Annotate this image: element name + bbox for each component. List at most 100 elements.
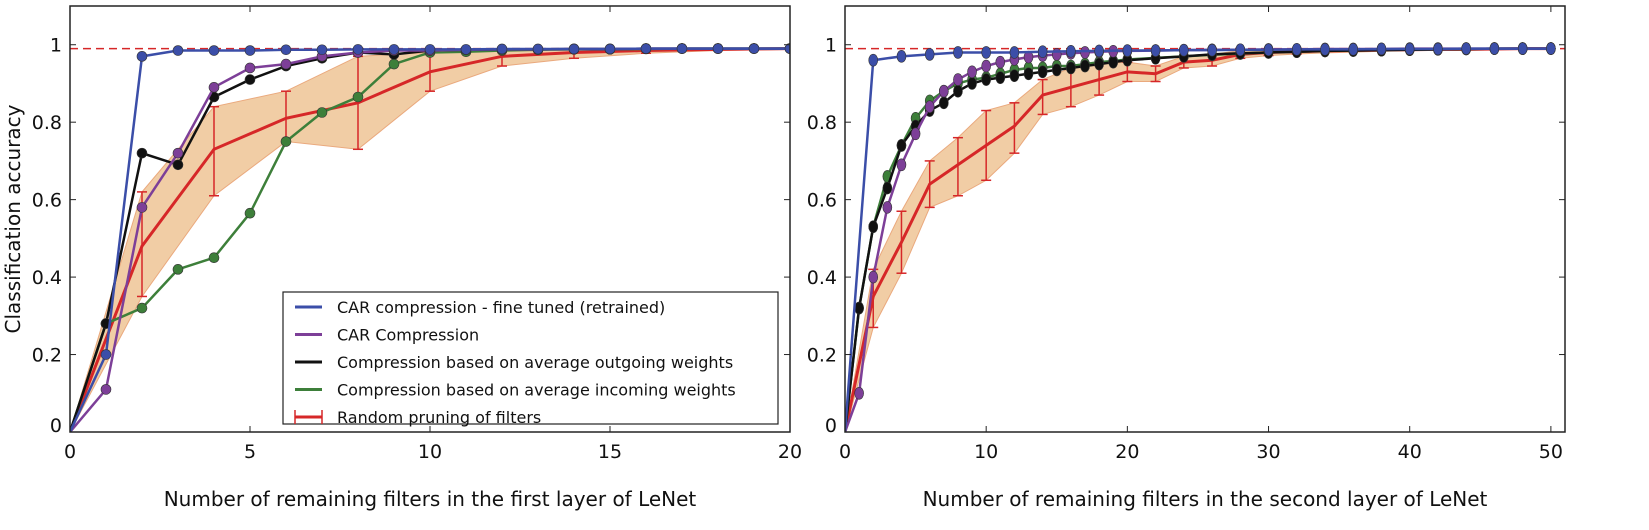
data-point-blue [981,46,991,59]
data-point-purple [939,84,949,98]
legend: CAR compression - fine tuned (retrained)… [282,291,779,427]
data-point-blue [532,43,544,55]
data-point-blue [953,46,963,59]
x-tick-label: 5 [244,441,256,463]
data-point-blue [316,44,328,56]
data-point-black [981,73,991,86]
data-point-purple [967,65,977,79]
data-point-blue [460,44,472,55]
y-tick-label: 0 [50,415,62,437]
x-tick-label: 50 [1539,441,1563,463]
data-point-green [244,207,256,219]
data-point-blue [244,45,256,56]
data-point-black [1066,61,1076,75]
data-point-black [1037,65,1048,79]
data-point-blue [676,43,688,54]
y-tick-label: 1 [50,35,62,57]
data-point-purple [854,386,864,400]
data-point-green [172,264,184,275]
data-point-purple [100,384,112,395]
data-point-blue [640,43,652,54]
data-point-blue [1376,42,1387,56]
data-point-blue [208,45,220,56]
data-point-green [316,107,328,118]
data-point-blue [1037,45,1048,58]
x-tick-label: 20 [778,441,802,463]
data-point-black [995,71,1006,84]
plot-area [845,42,1565,432]
data-point-black [136,147,148,159]
data-point-black [1023,67,1034,81]
data-point-purple [924,100,935,113]
data-point-blue [1546,42,1556,55]
data-point-blue [496,43,508,55]
data-point-blue [1433,42,1443,56]
data-point-purple [953,73,963,86]
data-point-blue [1207,43,1217,57]
data-point-blue [1094,44,1104,58]
data-point-black [868,220,879,234]
data-point-black [882,181,893,195]
y-tick-label: 0 [825,415,837,437]
data-point-purple [1051,48,1062,61]
y-tick-label: 0.2 [32,345,62,367]
x-tick-label: 15 [598,441,622,463]
data-point-black [939,96,949,110]
data-point-black [244,74,256,85]
data-point-green [388,58,400,70]
y-tick-label: 0.4 [807,267,837,289]
data-point-black [172,159,184,171]
y-tick-label: 1 [825,35,837,57]
x-tick-label: 10 [974,441,998,463]
x-tick-label: 0 [64,441,76,463]
random-std-band [70,48,790,432]
data-point-blue [748,43,760,54]
data-point-blue [1179,43,1189,57]
x-tick-label: 10 [418,441,442,463]
data-point-purple [172,147,184,159]
data-point-blue [1348,43,1359,56]
y-tick-label: 0.8 [32,112,62,134]
y-axis-label: Classification accuracy [1,104,25,333]
data-point-black [896,139,907,152]
legend-label: Compression based on average outgoing we… [337,353,733,372]
data-point-blue [100,349,112,360]
data-point-blue [1150,44,1161,57]
data-point-blue [784,43,790,54]
data-point-blue [1461,42,1471,55]
data-point-blue [1489,42,1500,55]
data-point-blue [172,45,184,56]
data-point-purple [882,201,893,214]
y-tick-label: 0.6 [807,190,837,212]
random-mean-line [845,47,1551,432]
series-line-green [845,47,1551,432]
data-point-blue [1122,44,1133,57]
x-tick-label: 0 [839,441,851,463]
legend-box [282,291,779,425]
data-point-blue [280,44,292,56]
data-point-blue [712,43,724,54]
data-point-blue [1517,42,1528,55]
data-point-blue [924,48,935,61]
random-std-band [845,48,1552,432]
legend-label: Compression based on average incoming we… [337,381,736,400]
data-point-blue [568,43,580,55]
data-point-blue [604,43,616,55]
x-tick-label: 30 [1256,441,1280,463]
data-point-black [1108,55,1119,69]
data-point-purple [995,55,1006,69]
data-point-blue [1404,42,1415,56]
data-point-blue [424,44,436,55]
data-point-purple [244,62,256,74]
legend-label: CAR compression - fine tuned (retrained) [337,298,665,317]
y-tick-label: 0.2 [807,345,837,367]
data-point-blue [1066,45,1076,58]
series-line-black [845,47,1551,432]
plot-1: 0 5 10 15 20 0 0.2 0.4 0.6 0.8 1 Number of remainin… [1,5,802,511]
x-axis-label: Number of remaining filters in the secon… [923,487,1488,511]
data-point-purple [208,82,220,93]
y-tick-label: 0.6 [32,190,62,212]
data-point-black [1094,57,1104,71]
